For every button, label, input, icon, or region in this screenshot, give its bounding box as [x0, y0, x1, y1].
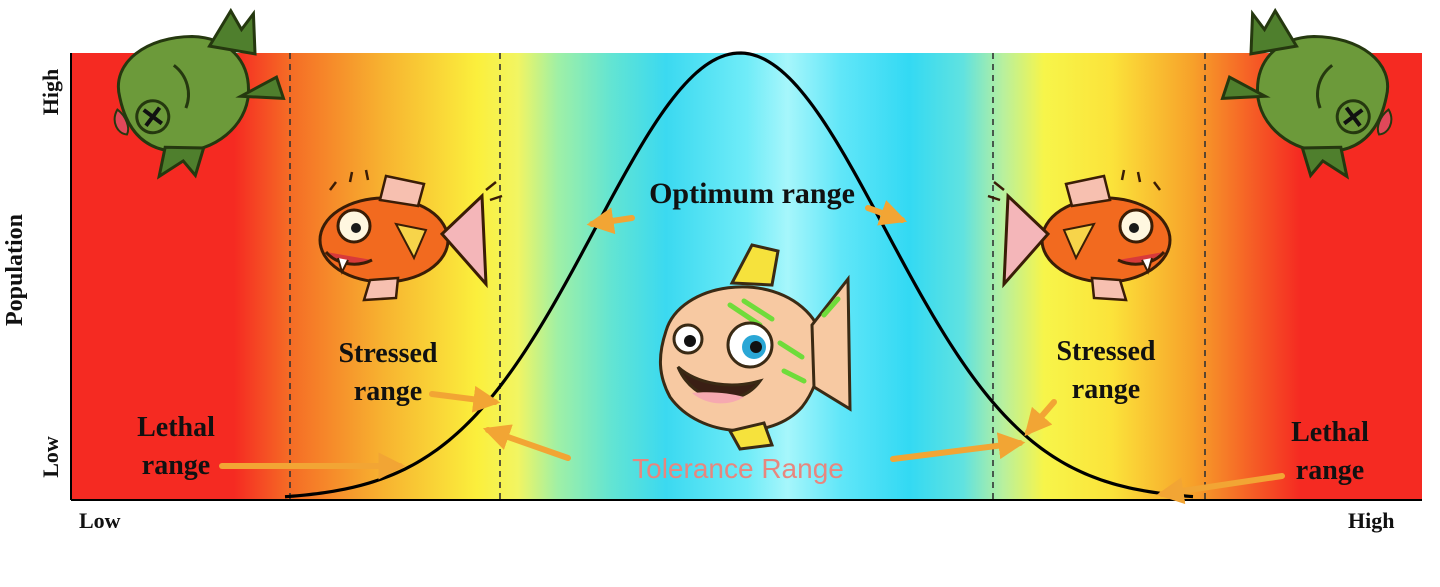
- stressed-arrow-right: [1024, 399, 1057, 437]
- stressed-fish-icon: [318, 169, 503, 302]
- lethal-right-label-line1: Lethal: [1291, 417, 1369, 448]
- dead-fish-icon: [1220, 7, 1393, 180]
- stressed-left-label-line2: range: [354, 376, 422, 407]
- optimum-arrow-left: [586, 207, 635, 235]
- stressed-fish-icon: [987, 169, 1172, 302]
- x-axis-high-label: High: [1348, 508, 1394, 533]
- tolerance-arrow-left: [482, 424, 571, 461]
- lethal-left-label-line1: Lethal: [137, 412, 215, 443]
- lethal-arrow-right: [1156, 473, 1285, 505]
- zone-boundaries: [289, 53, 1206, 500]
- pointer-arrows: [219, 200, 1285, 505]
- tolerance-range-label: Tolerance Range: [632, 453, 844, 484]
- happy-fish-icon: [658, 243, 852, 451]
- optimum-arrow-right: [865, 200, 908, 226]
- stressed-right-label-line2: range: [1072, 374, 1140, 405]
- stressed-left-label-line1: Stressed: [338, 338, 437, 369]
- y-axis-title: Population: [2, 214, 28, 326]
- optimum-range-label: Optimum range: [649, 177, 855, 210]
- x-axis-low-label: Low: [79, 508, 121, 533]
- population-bell-curve: [284, 51, 1194, 499]
- stressed-arrow-left: [429, 385, 501, 413]
- y-axis-high-label: High: [38, 69, 63, 115]
- lethal-right-label-line2: range: [1296, 455, 1364, 486]
- stressed-right-label-line1: Stressed: [1056, 336, 1155, 367]
- dead-fish-icon: [113, 7, 286, 180]
- y-axis-low-label: Low: [38, 436, 63, 478]
- lethal-left-label-line2: range: [142, 450, 210, 481]
- tolerance-arrow-right: [890, 432, 1026, 462]
